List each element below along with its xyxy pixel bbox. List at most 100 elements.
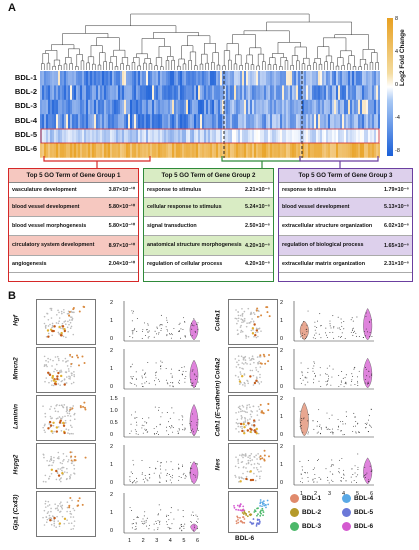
tsne-cell (64, 357, 67, 360)
dendrogram-branch (120, 63, 124, 70)
heatmap-cell (346, 128, 349, 144)
violin-point (339, 329, 341, 331)
tsne-cell (58, 370, 61, 372)
violin-point (166, 382, 168, 384)
heatmap-cell (40, 143, 43, 158)
violin-point (145, 430, 147, 431)
heatmap-cell (72, 99, 75, 115)
heatmap-cell (278, 114, 281, 129)
violin-point (351, 468, 353, 470)
tsne-cell-expressed (238, 380, 242, 383)
heatmap-cell (340, 114, 343, 129)
tsne-cell (55, 417, 58, 420)
tsne-cell (238, 431, 240, 433)
heatmap-cell (318, 143, 321, 158)
legend-swatch (290, 522, 299, 531)
go-term-name: blood vessel development (12, 203, 80, 210)
heatmap-cell (78, 128, 81, 144)
violin-point (181, 424, 183, 426)
heatmap-cell (130, 143, 133, 158)
heatmap-cell (204, 71, 207, 86)
heatmap-cell (220, 85, 223, 101)
heatmap-cell (336, 99, 339, 115)
violin-point (171, 477, 173, 479)
violin-point (181, 415, 183, 417)
heatmap-cell (44, 99, 47, 115)
tsne-cell (44, 474, 47, 477)
tsne-cell (72, 507, 75, 510)
x-tick-label: 5 (356, 491, 360, 497)
tsne-cell-expressed (259, 403, 262, 406)
tsne-cell (69, 406, 72, 409)
violin-point (134, 429, 136, 431)
violin-point (302, 338, 304, 339)
tsne-cell (234, 317, 237, 320)
tsne-cell (49, 415, 52, 418)
heatmap-cell (136, 114, 139, 129)
tsne-cell (251, 357, 253, 360)
violin-point (135, 378, 137, 380)
violin-point (364, 466, 366, 468)
tsne-cell (44, 506, 47, 508)
tsne-cell (238, 383, 241, 385)
dendrogram-branch (75, 66, 79, 70)
tsne-cell (48, 423, 51, 425)
tsne-cell (258, 408, 261, 411)
heatmap-cell (360, 99, 363, 115)
heatmap-cell (66, 99, 69, 115)
heatmap-cell (226, 143, 229, 158)
tsne-cell (62, 335, 65, 338)
heatmap-cell (200, 128, 203, 144)
heatmap-cell (74, 128, 77, 144)
dendrogram-branch (348, 55, 355, 67)
y-tick-label: 1.0 (110, 408, 118, 414)
tsne-cell (66, 506, 69, 509)
heatmap-cell (284, 99, 287, 115)
heatmap-cell (90, 143, 93, 158)
tsne-cell (72, 381, 75, 384)
heatmap-cell (44, 85, 47, 101)
tsne-cell (65, 323, 67, 326)
violin-point (172, 431, 174, 433)
violin-point (145, 477, 147, 479)
violin-point (192, 511, 194, 513)
violin-point (193, 318, 195, 320)
tsne-cell-expressed (68, 506, 71, 509)
violin-point (183, 527, 185, 529)
heatmap-cell (206, 128, 209, 144)
heatmap-cell (240, 71, 243, 86)
heatmap-cell (128, 85, 131, 101)
heatmap-cell (78, 99, 81, 115)
heatmap-cell (162, 114, 165, 129)
heatmap-cell (332, 99, 335, 115)
violin-point (136, 318, 138, 319)
tsne-cell-expressed (268, 315, 271, 318)
dendrogram-branch (301, 63, 306, 70)
tsne-cell (243, 363, 245, 365)
tsne-cluster-cell (249, 521, 252, 524)
heatmap-cell (190, 128, 193, 144)
tsne-cell (240, 324, 242, 327)
heatmap-cell (240, 85, 243, 101)
violin-point (145, 521, 147, 523)
heatmap-cell (198, 85, 201, 101)
violin-point (368, 430, 369, 432)
x-tick-label: 4 (168, 538, 172, 544)
violin-point (172, 386, 174, 388)
heatmap-cell (252, 143, 255, 158)
heatmap-cell (316, 99, 319, 115)
tsne-cell (47, 318, 50, 321)
go-term-row: extracellular structure organization 6.02… (279, 217, 412, 236)
violin-point (155, 384, 156, 386)
heatmap-cell (372, 114, 375, 129)
tsne-plot (228, 443, 278, 489)
tsne-cell-expressed (57, 371, 60, 375)
heatmap-cell (292, 71, 295, 86)
heatmap-cell (92, 99, 95, 115)
violin-point (331, 414, 333, 416)
heatmap-cell (150, 143, 153, 158)
tsne-cell (56, 507, 59, 509)
heatmap-cell (212, 71, 215, 86)
dendrogram-branch (41, 63, 45, 70)
heatmap-cell (290, 128, 293, 144)
